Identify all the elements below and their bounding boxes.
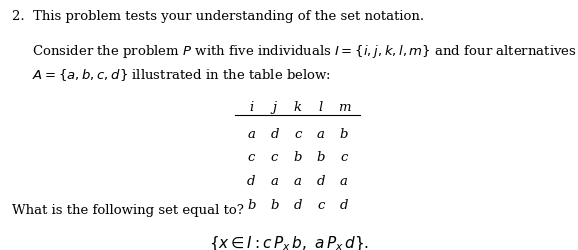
Text: What is the following set equal to?: What is the following set equal to?	[12, 204, 243, 217]
Text: d: d	[340, 199, 348, 212]
Text: c: c	[294, 128, 301, 140]
Text: d: d	[271, 128, 279, 140]
Text: c: c	[317, 199, 324, 212]
Text: c: c	[248, 151, 255, 164]
Text: b: b	[247, 199, 255, 212]
Text: d: d	[317, 175, 325, 188]
Text: l: l	[318, 101, 323, 114]
Text: b: b	[271, 199, 279, 212]
Text: b: b	[317, 151, 325, 164]
Text: Consider the problem $P$ with five individuals $I = \{i,j,k,l,m\}$ and four alte: Consider the problem $P$ with five indiv…	[32, 42, 576, 59]
Text: c: c	[340, 151, 347, 164]
Text: m: m	[338, 101, 350, 114]
Text: a: a	[247, 128, 255, 140]
Text: b: b	[340, 128, 348, 140]
Text: c: c	[271, 151, 278, 164]
Text: a: a	[317, 128, 325, 140]
Text: a: a	[340, 175, 348, 188]
Text: d: d	[294, 199, 302, 212]
Text: b: b	[294, 151, 302, 164]
Text: $\{x \in I : c\, P_x\, b,\ a\, P_x\, d\}.$: $\{x \in I : c\, P_x\, b,\ a\, P_x\, d\}…	[209, 235, 369, 250]
Text: a: a	[271, 175, 279, 188]
Text: $A = \{a,b,c,d\}$ illustrated in the table below:: $A = \{a,b,c,d\}$ illustrated in the tab…	[32, 68, 331, 84]
Text: d: d	[247, 175, 255, 188]
Text: 2.  This problem tests your understanding of the set notation.: 2. This problem tests your understanding…	[12, 10, 424, 23]
Text: j: j	[272, 101, 277, 114]
Text: k: k	[294, 101, 302, 114]
Text: i: i	[249, 101, 254, 114]
Text: a: a	[294, 175, 302, 188]
